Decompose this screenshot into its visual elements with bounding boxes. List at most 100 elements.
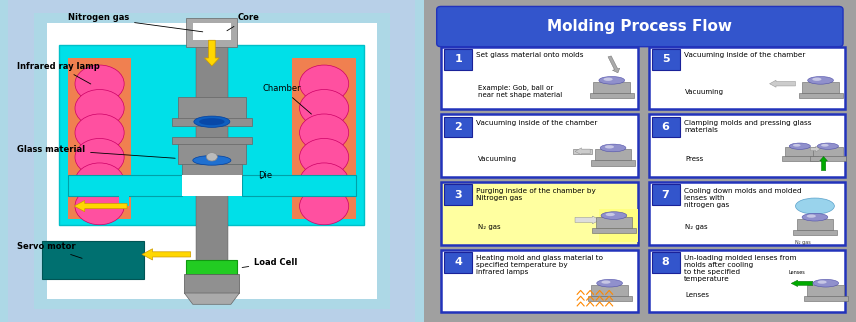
Text: 7: 7 <box>662 190 669 200</box>
Bar <box>196 26 228 296</box>
Bar <box>595 149 632 160</box>
Text: Vacuuming inside of the chamber: Vacuuming inside of the chamber <box>477 120 597 126</box>
Bar <box>68 175 182 196</box>
Ellipse shape <box>813 279 839 287</box>
Text: 8: 8 <box>662 257 669 267</box>
Bar <box>807 285 844 296</box>
Text: 5: 5 <box>662 54 669 64</box>
Circle shape <box>300 187 348 225</box>
Circle shape <box>300 138 348 176</box>
Bar <box>293 58 356 219</box>
Bar <box>587 296 632 301</box>
Ellipse shape <box>808 77 834 84</box>
Bar <box>119 193 129 206</box>
Bar <box>813 147 843 156</box>
Text: 6: 6 <box>662 122 669 132</box>
Text: Chamber: Chamber <box>263 84 312 114</box>
Circle shape <box>75 90 124 127</box>
Bar <box>187 260 237 275</box>
FancyBboxPatch shape <box>441 182 638 245</box>
FancyBboxPatch shape <box>444 252 473 273</box>
Text: Molding Process Flow: Molding Process Flow <box>547 19 733 34</box>
Bar <box>46 23 377 299</box>
Text: Servo motor: Servo motor <box>17 242 82 258</box>
Text: 2: 2 <box>455 122 462 132</box>
Ellipse shape <box>606 213 615 216</box>
Bar <box>804 296 847 301</box>
FancyBboxPatch shape <box>437 6 843 47</box>
Text: 1: 1 <box>455 54 462 64</box>
Bar <box>193 23 231 40</box>
Text: N₂ gas: N₂ gas <box>686 224 708 230</box>
Ellipse shape <box>806 214 816 218</box>
Text: Load Cell: Load Cell <box>242 258 298 268</box>
FancyBboxPatch shape <box>651 252 680 273</box>
Bar <box>596 217 633 228</box>
Ellipse shape <box>795 198 835 214</box>
Text: Lenses: Lenses <box>789 270 805 275</box>
Bar <box>802 82 839 93</box>
Ellipse shape <box>821 144 829 147</box>
Ellipse shape <box>817 143 839 149</box>
Ellipse shape <box>597 279 622 287</box>
FancyArrow shape <box>74 200 127 212</box>
Circle shape <box>300 163 348 200</box>
Ellipse shape <box>605 145 614 148</box>
Ellipse shape <box>603 78 613 81</box>
Ellipse shape <box>793 144 800 147</box>
FancyBboxPatch shape <box>444 117 473 137</box>
Text: Vacuuming: Vacuuming <box>686 89 724 95</box>
Bar <box>591 160 635 166</box>
Text: Lenses: Lenses <box>686 292 710 298</box>
FancyBboxPatch shape <box>444 184 473 205</box>
Bar <box>793 230 837 235</box>
Ellipse shape <box>599 77 625 84</box>
Bar <box>42 242 144 279</box>
Bar <box>599 209 638 242</box>
Bar <box>34 13 389 309</box>
Bar <box>9 0 415 13</box>
FancyBboxPatch shape <box>651 117 680 137</box>
Bar <box>182 175 241 196</box>
FancyBboxPatch shape <box>649 114 845 177</box>
Bar <box>590 93 633 98</box>
Text: Vacuuming: Vacuuming <box>478 156 517 162</box>
Bar <box>59 45 365 225</box>
FancyArrow shape <box>608 56 620 73</box>
FancyArrow shape <box>811 146 820 152</box>
FancyArrow shape <box>573 149 592 154</box>
Text: Nitrogen gas: Nitrogen gas <box>68 13 203 32</box>
Circle shape <box>206 153 217 161</box>
Ellipse shape <box>199 118 224 125</box>
FancyBboxPatch shape <box>651 184 680 205</box>
Bar <box>593 82 630 93</box>
Text: Set glass material onto molds: Set glass material onto molds <box>477 52 584 59</box>
Bar <box>797 219 833 230</box>
Bar <box>9 309 415 322</box>
Polygon shape <box>184 293 240 304</box>
Bar <box>171 137 253 144</box>
Bar <box>591 285 628 296</box>
Bar <box>785 147 815 156</box>
FancyArrow shape <box>575 216 600 224</box>
Circle shape <box>300 65 348 102</box>
Text: Un-loading molded lenses from
molds after cooling
to the specified
temperature: Un-loading molded lenses from molds afte… <box>684 255 796 282</box>
Ellipse shape <box>601 280 610 284</box>
FancyBboxPatch shape <box>649 182 845 245</box>
Text: Die: Die <box>259 171 272 180</box>
Bar <box>178 143 246 164</box>
Text: Glass material: Glass material <box>17 145 175 158</box>
Text: Heating mold and glass material to
specified temperature by
infrared lamps: Heating mold and glass material to speci… <box>477 255 603 275</box>
Text: 3: 3 <box>455 190 462 200</box>
Text: Press: Press <box>686 156 704 162</box>
Text: N₂ gas: N₂ gas <box>795 240 811 245</box>
Text: Purging inside of the chamber by
Nitrogen gas: Purging inside of the chamber by Nitroge… <box>477 188 597 201</box>
Ellipse shape <box>601 212 627 219</box>
Bar <box>68 58 131 219</box>
Circle shape <box>300 114 348 151</box>
Ellipse shape <box>193 156 231 165</box>
FancyArrow shape <box>820 156 828 171</box>
FancyArrow shape <box>142 249 191 260</box>
Circle shape <box>75 163 124 200</box>
Circle shape <box>300 90 348 127</box>
